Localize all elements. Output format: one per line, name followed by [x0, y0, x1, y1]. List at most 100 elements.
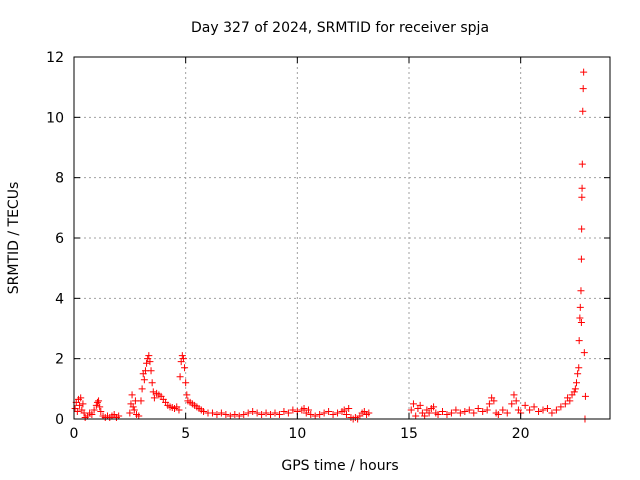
- data-point: [88, 410, 96, 418]
- data-point: [483, 406, 491, 414]
- data-point: [512, 397, 520, 405]
- data-point: [571, 385, 579, 393]
- data-point: [474, 404, 482, 412]
- x-axis-label: GPS time / hours: [281, 458, 398, 474]
- data-point: [183, 391, 191, 399]
- y-tick-label: 2: [55, 352, 64, 368]
- data-point: [249, 407, 257, 415]
- data-point: [499, 406, 507, 414]
- data-point: [575, 364, 583, 372]
- data-point: [430, 403, 438, 411]
- data-point: [267, 410, 275, 418]
- y-tick-label: 4: [55, 291, 64, 307]
- x-tick-label: 10: [288, 426, 306, 442]
- data-point: [320, 409, 328, 417]
- data-point: [178, 352, 186, 360]
- data-point: [561, 400, 569, 408]
- data-point: [231, 410, 239, 418]
- data-point: [146, 358, 154, 366]
- y-tick-label: 10: [46, 110, 64, 126]
- data-point: [461, 407, 469, 415]
- y-tick-labels: 0 2 4 6 8 10 12: [46, 50, 64, 428]
- data-point: [217, 409, 225, 417]
- data-point: [235, 412, 243, 420]
- data-point: [552, 406, 560, 414]
- data-point: [200, 407, 208, 415]
- x-tick-label: 20: [512, 426, 530, 442]
- data-point: [126, 409, 134, 417]
- data-point: [96, 403, 104, 411]
- data-point: [181, 364, 189, 372]
- data-point: [148, 379, 156, 387]
- data-point: [329, 410, 337, 418]
- y-tick-label: 0: [55, 412, 64, 428]
- data-point: [137, 397, 145, 405]
- data-point: [443, 410, 451, 418]
- data-point: [76, 401, 84, 409]
- data-point: [149, 388, 157, 396]
- data-point: [543, 404, 551, 412]
- data-point: [452, 406, 460, 414]
- data-point: [316, 410, 324, 418]
- data-point: [578, 184, 586, 192]
- data-point: [539, 406, 547, 414]
- data-point: [485, 400, 493, 408]
- data-points: [71, 68, 589, 423]
- data-point: [305, 406, 312, 414]
- data-point: [334, 409, 342, 417]
- data-point: [521, 401, 529, 409]
- chart-title: Day 327 of 2024, SRMTID for receiver spj…: [191, 20, 489, 36]
- data-point: [182, 379, 190, 387]
- data-point: [581, 392, 589, 400]
- data-point: [253, 409, 261, 417]
- data-point: [73, 407, 81, 415]
- data-point: [465, 406, 473, 414]
- data-point: [140, 376, 148, 384]
- data-point: [226, 412, 234, 420]
- data-point: [456, 409, 464, 417]
- x-tick-labels: 0 5 10 15 20: [70, 426, 530, 442]
- data-point: [275, 410, 283, 418]
- data-point: [580, 68, 588, 76]
- data-point: [416, 401, 424, 409]
- data-point: [421, 412, 429, 420]
- data-point: [579, 85, 587, 93]
- data-point: [240, 410, 248, 418]
- data-point: [77, 394, 85, 402]
- data-point: [434, 410, 442, 418]
- data-point: [79, 400, 87, 408]
- data-point: [130, 406, 138, 414]
- data-point: [213, 410, 221, 418]
- x-tick-label: 0: [70, 426, 79, 442]
- data-point: [289, 406, 297, 414]
- data-point: [576, 314, 584, 322]
- data-point: [580, 349, 588, 357]
- y-tick-label: 8: [55, 171, 64, 187]
- data-point: [365, 409, 373, 417]
- data-point: [412, 412, 420, 420]
- data-point: [340, 406, 348, 414]
- data-point: [179, 355, 187, 363]
- data-point: [526, 406, 534, 414]
- data-point: [150, 394, 158, 402]
- data-point: [530, 403, 538, 411]
- data-point: [90, 406, 98, 414]
- data-point: [407, 406, 415, 414]
- data-point: [138, 385, 146, 393]
- data-point: [176, 373, 184, 381]
- data-point: [92, 401, 100, 409]
- data-point: [577, 318, 585, 326]
- data-point: [574, 370, 582, 378]
- data-point: [345, 404, 353, 412]
- y-tick-label: 6: [55, 231, 64, 247]
- axis-ticks: [73, 56, 610, 420]
- data-point: [577, 255, 585, 263]
- data-point: [93, 398, 101, 406]
- data-point: [244, 409, 252, 417]
- data-point: [222, 410, 230, 418]
- y-tick-label: 12: [46, 50, 64, 66]
- data-point: [470, 409, 478, 417]
- data-point: [143, 359, 151, 367]
- data-point: [575, 337, 583, 345]
